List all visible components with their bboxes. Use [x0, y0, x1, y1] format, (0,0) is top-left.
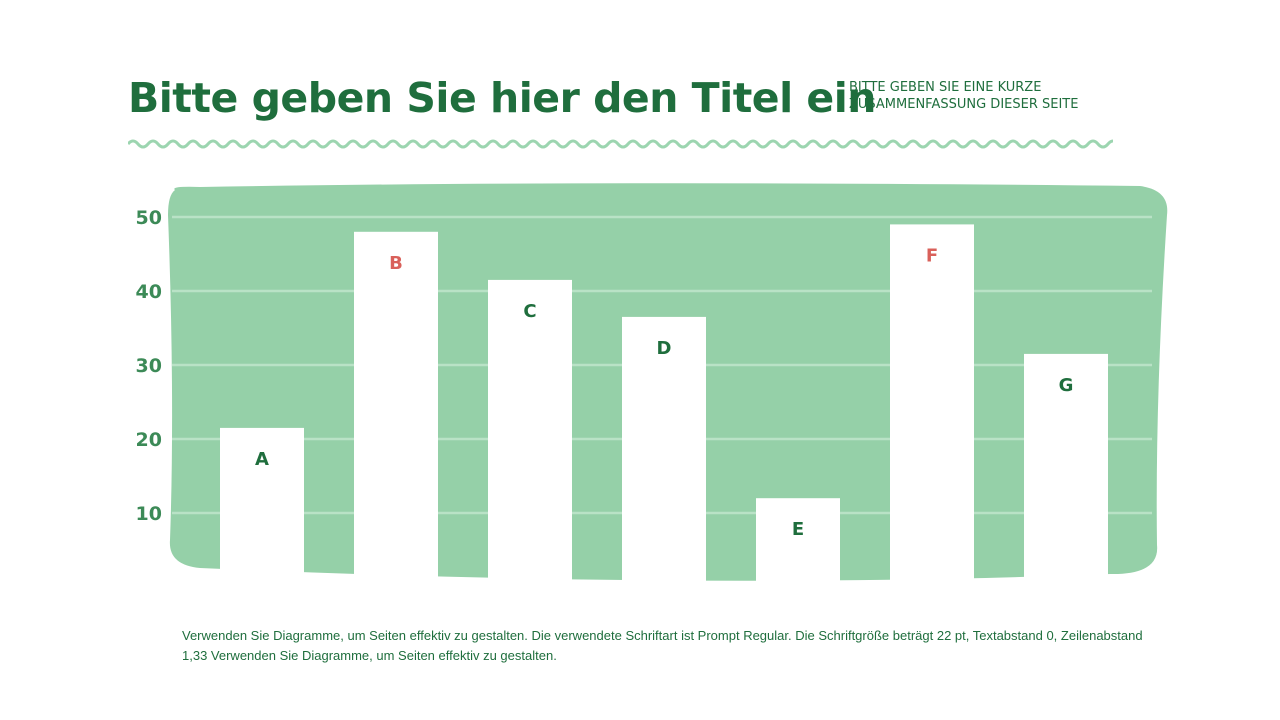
bar-e — [756, 498, 840, 590]
bar-a — [220, 427, 304, 590]
page-summary: BITTE GEBEN SIE EINE KURZE ZUSAMMENFASSU… — [849, 80, 1079, 112]
wave-divider — [128, 139, 1113, 149]
bar-label-c: C — [523, 301, 536, 322]
y-tick-label: 20 — [136, 429, 162, 451]
y-tick-label: 10 — [136, 503, 162, 525]
bar-label-e: E — [792, 519, 804, 540]
y-tick-label: 50 — [136, 207, 162, 229]
bar-b — [354, 231, 438, 591]
bar-f — [890, 224, 974, 590]
bar-label-a: A — [255, 449, 269, 470]
bar-label-f: F — [926, 245, 938, 266]
bar-label-d: D — [657, 338, 672, 359]
bar-label-g: G — [1059, 375, 1074, 396]
page-title: Bitte geben Sie hier den Titel ein — [128, 74, 877, 122]
footer-text: Verwenden Sie Diagramme, um Seiten effek… — [182, 628, 1143, 663]
bar-c — [488, 279, 572, 590]
bar-d — [622, 316, 706, 590]
bar-label-b: B — [389, 253, 403, 274]
y-tick-label: 30 — [136, 355, 162, 377]
bar-g — [1024, 353, 1108, 590]
y-tick-label: 40 — [136, 281, 162, 303]
